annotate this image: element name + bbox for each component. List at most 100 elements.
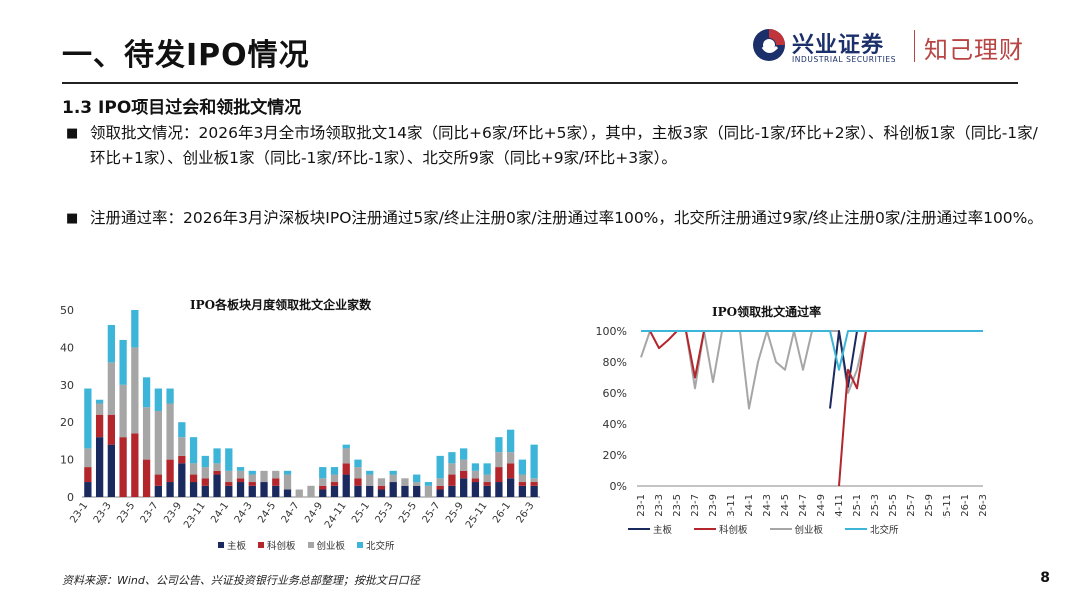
x-tick-label: 23-11 (182, 500, 208, 530)
bar-segment (436, 489, 444, 497)
bar-segment (178, 437, 186, 456)
x-tick-label: 25-9 (924, 494, 935, 517)
bar-segment (283, 474, 292, 490)
bar-segment (201, 467, 209, 479)
legend-item-bse: 北交所 (845, 522, 899, 536)
bar-segment (283, 489, 292, 497)
bar-segment (495, 437, 503, 453)
bar-segment (471, 470, 480, 479)
x-tick-label: 24-3 (762, 494, 773, 517)
bar-segment (248, 470, 256, 475)
bar-segment (189, 482, 198, 497)
bar-segment (283, 470, 292, 475)
bar-segment (189, 437, 198, 464)
y-tick-label: 100% (596, 325, 627, 338)
bar-segment (448, 463, 456, 475)
legend-swatch (628, 528, 650, 530)
bar-segment (460, 470, 468, 479)
x-tick-label: 26-3 (515, 500, 537, 525)
bar-segment (518, 474, 527, 483)
bar-segment (225, 448, 233, 471)
legend-item-main-board: 主板 (218, 538, 246, 552)
legend-item-bse: 北交所 (357, 538, 395, 552)
legend-swatch (694, 528, 717, 530)
bar-segment (377, 489, 386, 497)
bar-segment (483, 482, 491, 486)
bar-segment (448, 474, 456, 486)
bar-segment (530, 485, 538, 497)
x-tick-label: 23-9 (162, 500, 184, 525)
bar-segment (330, 482, 339, 486)
x-tick-label: 25-7 (906, 494, 917, 517)
bar-segment (95, 437, 104, 497)
bar-chart-legend: 主板 科创板 创业板 北交所 (218, 538, 395, 552)
legend-swatch (845, 528, 868, 530)
bar-segment (307, 485, 315, 497)
x-tick-label: 25-11 (464, 500, 490, 530)
bar-segment (119, 437, 127, 497)
bar-segment (142, 377, 151, 408)
bar-segment (413, 482, 421, 486)
bar-segment (389, 470, 397, 475)
x-tick-label: 24-7 (280, 500, 302, 525)
bar-segment (483, 463, 491, 475)
legend-label: 创业板 (316, 541, 346, 552)
bar-segment (366, 470, 374, 475)
section-heading: 1.3 IPO项目过会和领批文情况 (62, 98, 302, 118)
bar-segment (84, 482, 92, 497)
bar-segment (131, 347, 139, 434)
bullet-registration-rate: ■ 注册通过率：2026年3月沪深板块IPO注册通过5家/终止注册0家/注册通过… (62, 206, 1052, 231)
bar-segment (436, 478, 444, 486)
x-tick-label: 23-1 (68, 500, 90, 525)
x-tick-label: 25-1 (350, 500, 372, 525)
bar-segment (225, 485, 233, 497)
bar-segment (342, 474, 350, 497)
bar-segment (95, 414, 104, 438)
y-tick-label: 60% (603, 387, 627, 400)
x-tick-label: 23-5 (672, 494, 683, 517)
line-chart: 0% 20% 40% 60% 80% 100% 23-1 23-3 23-5 23-7 23-9 23… (596, 325, 989, 518)
x-tick-label: 25-11 (942, 494, 953, 518)
bar-segment (131, 310, 139, 348)
bar-segment (448, 452, 456, 464)
bar-segment (248, 474, 256, 483)
bar-segment (201, 485, 209, 497)
x-tick-label: 25-5 (888, 494, 899, 517)
x-tick-label: 24-9 (816, 494, 827, 517)
legend-swatch (258, 542, 265, 548)
bar-segment (154, 410, 162, 475)
bar-segment (107, 444, 115, 497)
x-tick-label: 23-7 (690, 494, 701, 517)
legend-item-star-market: 科创板 (258, 538, 296, 552)
bullet-text: 注册通过率：2026年3月沪深板块IPO注册通过5家/终止注册0家/注册通过率1… (90, 209, 1043, 227)
x-tick-label: 24-11 (834, 494, 845, 518)
x-tick-label: 24-1 (209, 500, 231, 525)
bar-segment (354, 459, 362, 468)
bar-segment (225, 482, 233, 486)
bar-segment (248, 485, 256, 497)
legend-item-chinext: 创业板 (769, 522, 823, 536)
legend-label: 北交所 (870, 525, 899, 536)
bar-segment (424, 485, 433, 497)
bar-segment (95, 399, 104, 404)
bar-segment (330, 485, 339, 497)
bar-segment (213, 470, 221, 475)
y-tick-label: 20% (603, 449, 627, 462)
logo-company-name: 兴业证券 (792, 33, 885, 58)
x-tick-label: 26-1 (960, 494, 971, 517)
bar-segment (201, 455, 209, 468)
bar-segment (530, 478, 538, 483)
legend-label: 北交所 (366, 541, 395, 552)
bar-segment (389, 474, 397, 483)
bar-segment (460, 459, 468, 471)
bar-segment (530, 482, 538, 486)
bar-segment (119, 339, 127, 385)
bar-segment (107, 362, 115, 415)
legend-label: 主板 (653, 525, 673, 536)
bar-segment (236, 467, 245, 471)
legend-label: 科创板 (719, 525, 748, 536)
bar-segment (84, 388, 92, 449)
logo-divider (914, 30, 915, 62)
bar-segment (178, 463, 186, 497)
